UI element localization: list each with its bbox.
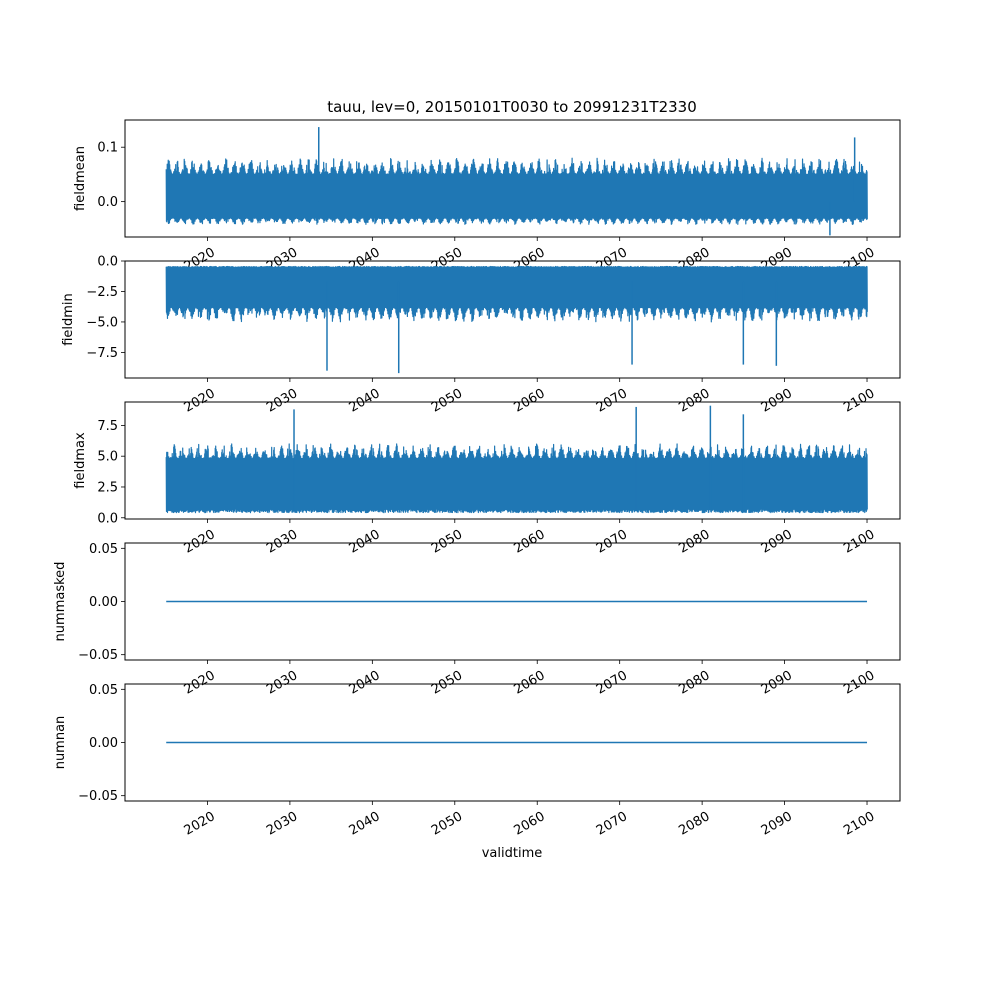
panel-fieldmax-xtick-label: 2050: [429, 527, 465, 557]
panel-fieldmax-xtick-label: 2030: [264, 527, 300, 557]
panel-numnan-xtick-label: 2050: [429, 809, 465, 839]
panel-fieldmax-xtick-label: 2070: [594, 527, 630, 557]
panel-numnan-xtick-label: 2060: [511, 809, 547, 839]
panel-nummasked-xtick-label: 2050: [429, 668, 465, 698]
panel-nummasked: nummasked 0.05 0.00 −0.05 2020 2030 2040 2050 2…: [53, 542, 901, 698]
panel-fieldmax: fieldmax 0.0 2.5 5.0 7.5 2020 2030 2040 2050 206…: [73, 401, 901, 557]
panel-numnan-xtick-label: 2090: [759, 809, 795, 839]
series-line-fieldmin: [165, 265, 868, 323]
panel-nummasked-xtick-label: 2100: [841, 668, 877, 698]
panel-fieldmax-xtick-label: 2100: [841, 527, 877, 557]
panel-numnan-ytick-label: 0.05: [89, 683, 118, 698]
panel-fieldmin-xtick-label: 2050: [429, 386, 465, 416]
panel-nummasked-ylabel: nummasked: [53, 562, 68, 642]
panel-fieldmax-xtick-label: 2090: [759, 527, 795, 557]
panel-fieldmin-frame: [124, 260, 901, 379]
panel-numnan-ytick-label: 0.00: [89, 736, 118, 751]
panel-fieldmax-xtick-label: 2080: [676, 527, 712, 557]
x-axis-label: validtime: [482, 846, 543, 861]
panel-fieldmax-xtick-label: 2020: [182, 527, 218, 557]
panel-fieldmax-ytick-label: 5.0: [97, 450, 118, 465]
panel-fieldmax-xtick-label: 2040: [347, 527, 383, 557]
panel-fieldmax-ytick-label: 7.5: [97, 419, 118, 434]
panel-nummasked-xtick-label: 2080: [676, 668, 712, 698]
panel-fieldmin-xtick-label: 2080: [676, 386, 712, 416]
panel-fieldmean-ytick-label: 0.1: [97, 141, 118, 156]
panel-fieldmax-plot-area: [165, 405, 868, 514]
panel-fieldmin-xtick-label: 2030: [264, 386, 300, 416]
panel-fieldmin-xtick-label: 2060: [511, 386, 547, 416]
panel-fieldmin-ylabel: fieldmin: [61, 293, 76, 346]
panel-numnan-xtick-label: 2080: [676, 809, 712, 839]
panel-nummasked-ytick-label: −0.05: [78, 648, 118, 663]
panel-fieldmax-xtick-label: 2060: [511, 527, 547, 557]
panel-fieldmean-ytick-label: 0.0: [97, 195, 118, 210]
panel-numnan: numnan 0.05 0.00 −0.05 2020 2030 2040 2050 2060…: [53, 683, 901, 839]
panel-nummasked-xtick-label: 2090: [759, 668, 795, 698]
panel-nummasked-xtick-label: 2020: [182, 668, 218, 698]
panel-nummasked-ytick-label: 0.00: [89, 595, 118, 610]
panel-fieldmin-xtick-label: 2070: [594, 386, 630, 416]
panel-fieldmax-ytick-label: 2.5: [97, 480, 118, 495]
panel-fieldmin-xtick-label: 2020: [182, 386, 218, 416]
panel-fieldmin-ytick-label: −5.0: [86, 315, 118, 330]
panel-nummasked-xtick-label: 2070: [594, 668, 630, 698]
panel-numnan-xtick-label: 2040: [347, 809, 383, 839]
panel-numnan-xtick-label: 2030: [264, 809, 300, 839]
panel-nummasked-xtick-label: 2030: [264, 668, 300, 698]
panel-fieldmin-ytick-label: −2.5: [86, 285, 118, 300]
panel-fieldmean-ylabel: fieldmean: [73, 146, 88, 211]
series-line-fieldmax: [165, 443, 868, 514]
panel-fieldmin-plot-area: [165, 265, 868, 374]
panel-nummasked-ytick-label: 0.05: [89, 542, 118, 557]
panel-numnan-xtick-label: 2020: [182, 809, 218, 839]
panel-fieldmin-xtick-label: 2100: [841, 386, 877, 416]
panel-fieldmin-xtick-label: 2090: [759, 386, 795, 416]
panel-fieldmax-ytick-label: 0.0: [97, 511, 118, 526]
panel-fieldmean-plot-area: [165, 127, 868, 236]
panel-fieldmin: fieldmin 0.0 −2.5 −5.0 −7.5 2020 2030 2040 2050…: [61, 255, 901, 416]
panel-fieldmean-frame: [124, 119, 901, 238]
chart-title: tauu, lev=0, 20150101T0030 to 20991231T2…: [327, 98, 697, 116]
panel-nummasked-xtick-label: 2040: [347, 668, 383, 698]
panel-fieldmax-frame: [124, 401, 901, 520]
panel-fieldmin-xtick-label: 2040: [347, 386, 383, 416]
panel-fieldmin-ytick-label: −7.5: [86, 346, 118, 361]
panel-fieldmax-ylabel: fieldmax: [73, 432, 88, 489]
panel-numnan-ylabel: numnan: [53, 716, 68, 770]
panel-numnan-ytick-label: −0.05: [78, 789, 118, 804]
series-line-fieldmean: [165, 157, 868, 226]
panel-numnan-xtick-label: 2070: [594, 809, 630, 839]
panel-nummasked-xtick-label: 2060: [511, 668, 547, 698]
panel-fieldmin-ytick-label: 0.0: [97, 255, 118, 270]
panel-numnan-xtick-label: 2100: [841, 809, 877, 839]
